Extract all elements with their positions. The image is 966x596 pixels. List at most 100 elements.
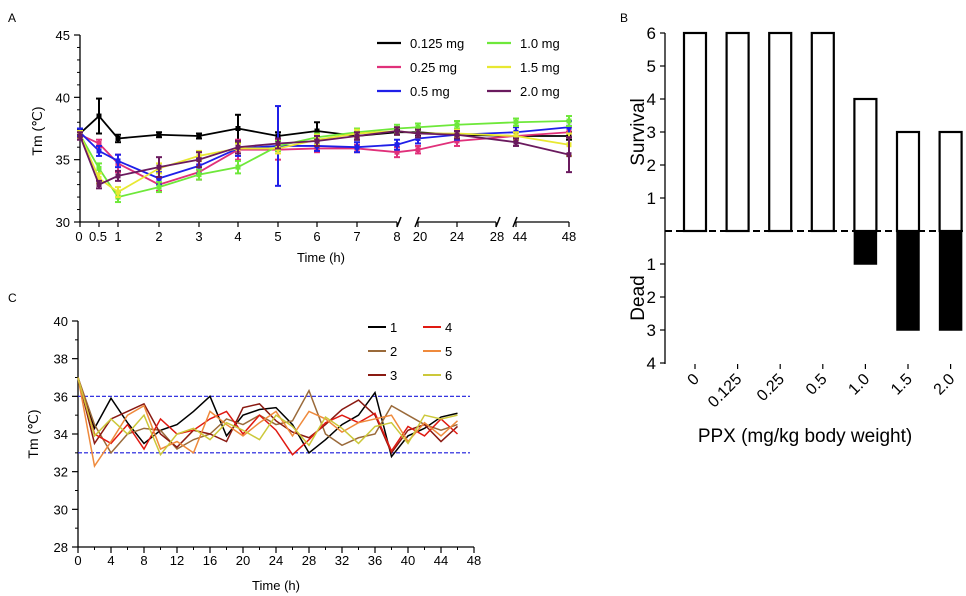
- series-line-2-0-mg: [79, 130, 570, 186]
- x-tick-label: 0: [685, 371, 703, 389]
- survival-bar: [938, 130, 963, 233]
- x-tick-label: 1: [114, 229, 121, 244]
- x-tick-label: 5: [274, 229, 281, 244]
- legend-label: 1: [390, 320, 397, 335]
- y-tick-label: 30: [56, 215, 70, 230]
- y-tick-label: 30: [54, 502, 68, 517]
- y-tick-label: 3: [647, 321, 656, 340]
- series-line-1-5-mg: [79, 130, 570, 194]
- legend-label: 6: [445, 368, 452, 383]
- x-tick-label: 3: [195, 229, 202, 244]
- legend-label: 0.25 mg: [410, 60, 457, 75]
- survival-bar: [853, 97, 878, 233]
- panel-c-label: C: [8, 291, 17, 305]
- legend-label: 2: [390, 344, 397, 359]
- x-axis-title: PPX (mg/kg body weight): [698, 426, 912, 447]
- legend-label: 5: [445, 344, 452, 359]
- axis-break-mark: [396, 216, 402, 228]
- y-tick-label: 1: [647, 255, 656, 274]
- x-tick-label: 36: [368, 553, 382, 568]
- x-tick-label: 6: [313, 229, 320, 244]
- legend-label: 4: [445, 320, 452, 335]
- y-tick-label: 4: [647, 90, 656, 109]
- series-line-4: [77, 377, 459, 456]
- data-point: [115, 173, 121, 179]
- x-tick-label: 28: [302, 553, 316, 568]
- data-point: [415, 124, 421, 130]
- data-point: [415, 130, 421, 136]
- data-point: [196, 133, 202, 139]
- x-tick-label: 0: [74, 553, 81, 568]
- y-upper-title: Survival: [628, 98, 649, 166]
- x-tick-label: 44: [434, 553, 448, 568]
- legend-label: 0.5 mg: [410, 84, 450, 99]
- data-point: [96, 113, 102, 119]
- data-point: [96, 182, 102, 188]
- data-point: [115, 158, 121, 164]
- y-tick-label: 35: [56, 153, 70, 168]
- x-tick-label: 32: [335, 553, 349, 568]
- y-tick-label: 36: [54, 389, 68, 404]
- axis-break-mark: [414, 216, 420, 228]
- data-point: [156, 175, 162, 181]
- dead-bar: [896, 230, 920, 331]
- y-tick-label: 40: [54, 314, 68, 329]
- data-point: [454, 132, 460, 138]
- y-axis-title: Tm (℃): [25, 409, 41, 458]
- x-tick-label: 0: [75, 229, 82, 244]
- data-point: [566, 118, 572, 124]
- legend-label: 3: [390, 368, 397, 383]
- survival-bar: [810, 31, 835, 233]
- data-point: [415, 135, 421, 141]
- x-tick-label: 0.5: [803, 371, 831, 399]
- data-point: [77, 133, 83, 139]
- data-point: [96, 140, 102, 146]
- data-point: [513, 133, 519, 139]
- y-tick-label: 28: [54, 540, 68, 555]
- survival-bar: [768, 31, 793, 233]
- data-point: [314, 138, 320, 144]
- data-point: [454, 138, 460, 144]
- series-line-0-25-mg: [79, 131, 570, 186]
- data-point: [96, 165, 102, 171]
- x-tick-label: 8: [140, 553, 147, 568]
- y-tick-label: 38: [54, 352, 68, 367]
- data-point: [566, 152, 572, 158]
- y-tick-label: 1: [647, 189, 656, 208]
- y-lower-title: Dead: [628, 275, 649, 320]
- x-tick-label: 4: [234, 229, 241, 244]
- x-tick-label: 12: [170, 553, 184, 568]
- x-tick-label: 44: [513, 229, 527, 244]
- panel-a-label: A: [8, 11, 16, 25]
- y-tick-label: 5: [647, 57, 656, 76]
- y-tick-label: 2: [647, 288, 656, 307]
- axis-break-mark: [512, 216, 518, 228]
- data-point: [96, 175, 102, 181]
- data-point: [96, 148, 102, 154]
- x-tick-label: 2.0: [931, 371, 959, 399]
- x-tick-label: 8: [393, 229, 400, 244]
- legend-label: 2.0 mg: [520, 84, 560, 99]
- data-point: [314, 128, 320, 134]
- y-tick-label: 32: [54, 465, 68, 480]
- x-tick-label: 24: [269, 553, 283, 568]
- x-tick-label: 48: [467, 553, 481, 568]
- data-point: [354, 133, 360, 139]
- y-tick-label: 34: [54, 427, 68, 442]
- y-tick-label: 4: [647, 354, 656, 373]
- y-tick-label: 45: [56, 28, 70, 43]
- x-tick-label: 0.25: [754, 371, 788, 405]
- dead-bar: [853, 230, 878, 265]
- legend-label: 0.125 mg: [410, 36, 464, 51]
- y-tick-label: 2: [647, 156, 656, 175]
- data-point: [156, 164, 162, 170]
- survival-bar: [895, 130, 921, 233]
- data-point: [354, 144, 360, 150]
- series-line-2: [77, 377, 458, 455]
- data-point: [156, 132, 162, 138]
- x-tick-label: 7: [353, 229, 360, 244]
- panel-b-label: B: [620, 11, 628, 25]
- data-point: [566, 124, 572, 130]
